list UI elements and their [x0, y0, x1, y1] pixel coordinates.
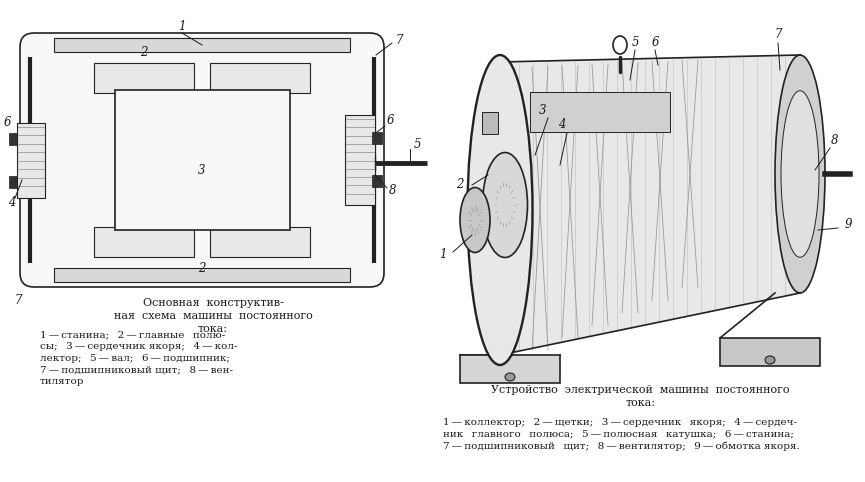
Text: 9: 9 [844, 218, 852, 231]
Text: 2: 2 [140, 46, 148, 59]
Ellipse shape [775, 55, 825, 293]
Bar [114, 90, 290, 230]
Text: 8: 8 [389, 184, 397, 197]
Text: 3: 3 [198, 163, 206, 176]
Text: Основная  конструктив-
ная  схема  машины  постоянного
тока:: Основная конструктив- ная схема машины п… [113, 298, 312, 335]
Text: 7: 7 [14, 294, 22, 307]
Text: 6: 6 [651, 36, 659, 49]
Text: 6: 6 [3, 116, 10, 129]
Text: 1 — станина;  2 — главные  полю-
сы;  3 — сердечник якоря;  4 — кол-
лектор;  5 : 1 — станина; 2 — главные полю- сы; 3 — с… [40, 330, 238, 386]
Ellipse shape [460, 187, 490, 253]
Bar [210, 227, 310, 257]
Bar [17, 122, 45, 198]
Ellipse shape [490, 217, 495, 225]
Text: 4: 4 [558, 119, 566, 132]
Bar [372, 132, 382, 144]
Text: 1: 1 [178, 21, 186, 34]
Text: 4: 4 [9, 196, 16, 209]
Ellipse shape [467, 55, 533, 365]
Ellipse shape [505, 217, 510, 225]
Ellipse shape [483, 152, 528, 257]
Text: 7: 7 [395, 34, 403, 46]
Ellipse shape [765, 356, 775, 364]
Text: 2: 2 [198, 263, 206, 276]
Ellipse shape [781, 91, 819, 257]
Bar [482, 112, 498, 134]
Bar [345, 115, 375, 205]
Bar [530, 92, 670, 132]
Bar [9, 133, 17, 145]
Polygon shape [500, 55, 800, 355]
FancyBboxPatch shape [20, 33, 384, 287]
Bar [720, 338, 820, 366]
Bar [9, 175, 17, 187]
Text: 6: 6 [387, 113, 394, 126]
Text: 7: 7 [774, 28, 782, 41]
Bar [372, 175, 382, 187]
Text: 8: 8 [831, 134, 839, 147]
Bar [54, 38, 350, 52]
Ellipse shape [490, 196, 495, 202]
Bar [460, 355, 560, 383]
Text: 5: 5 [413, 138, 420, 151]
Ellipse shape [505, 196, 510, 202]
Bar [54, 268, 350, 282]
Text: 1 — коллектор;  2 — щетки;  3 — сердечник  якоря;  4 — сердеч-
ник  главного  по: 1 — коллектор; 2 — щетки; 3 — сердечник … [443, 418, 800, 451]
Text: 3: 3 [539, 104, 547, 117]
Text: 5: 5 [631, 36, 638, 49]
Bar [94, 227, 194, 257]
Text: 1: 1 [439, 249, 446, 262]
Bar [94, 63, 194, 93]
Bar [210, 63, 310, 93]
Ellipse shape [505, 373, 515, 381]
Text: Устройство  электрической  машины  постоянного
тока:: Устройство электрической машины постоянн… [490, 385, 789, 408]
Text: 2: 2 [456, 178, 464, 191]
